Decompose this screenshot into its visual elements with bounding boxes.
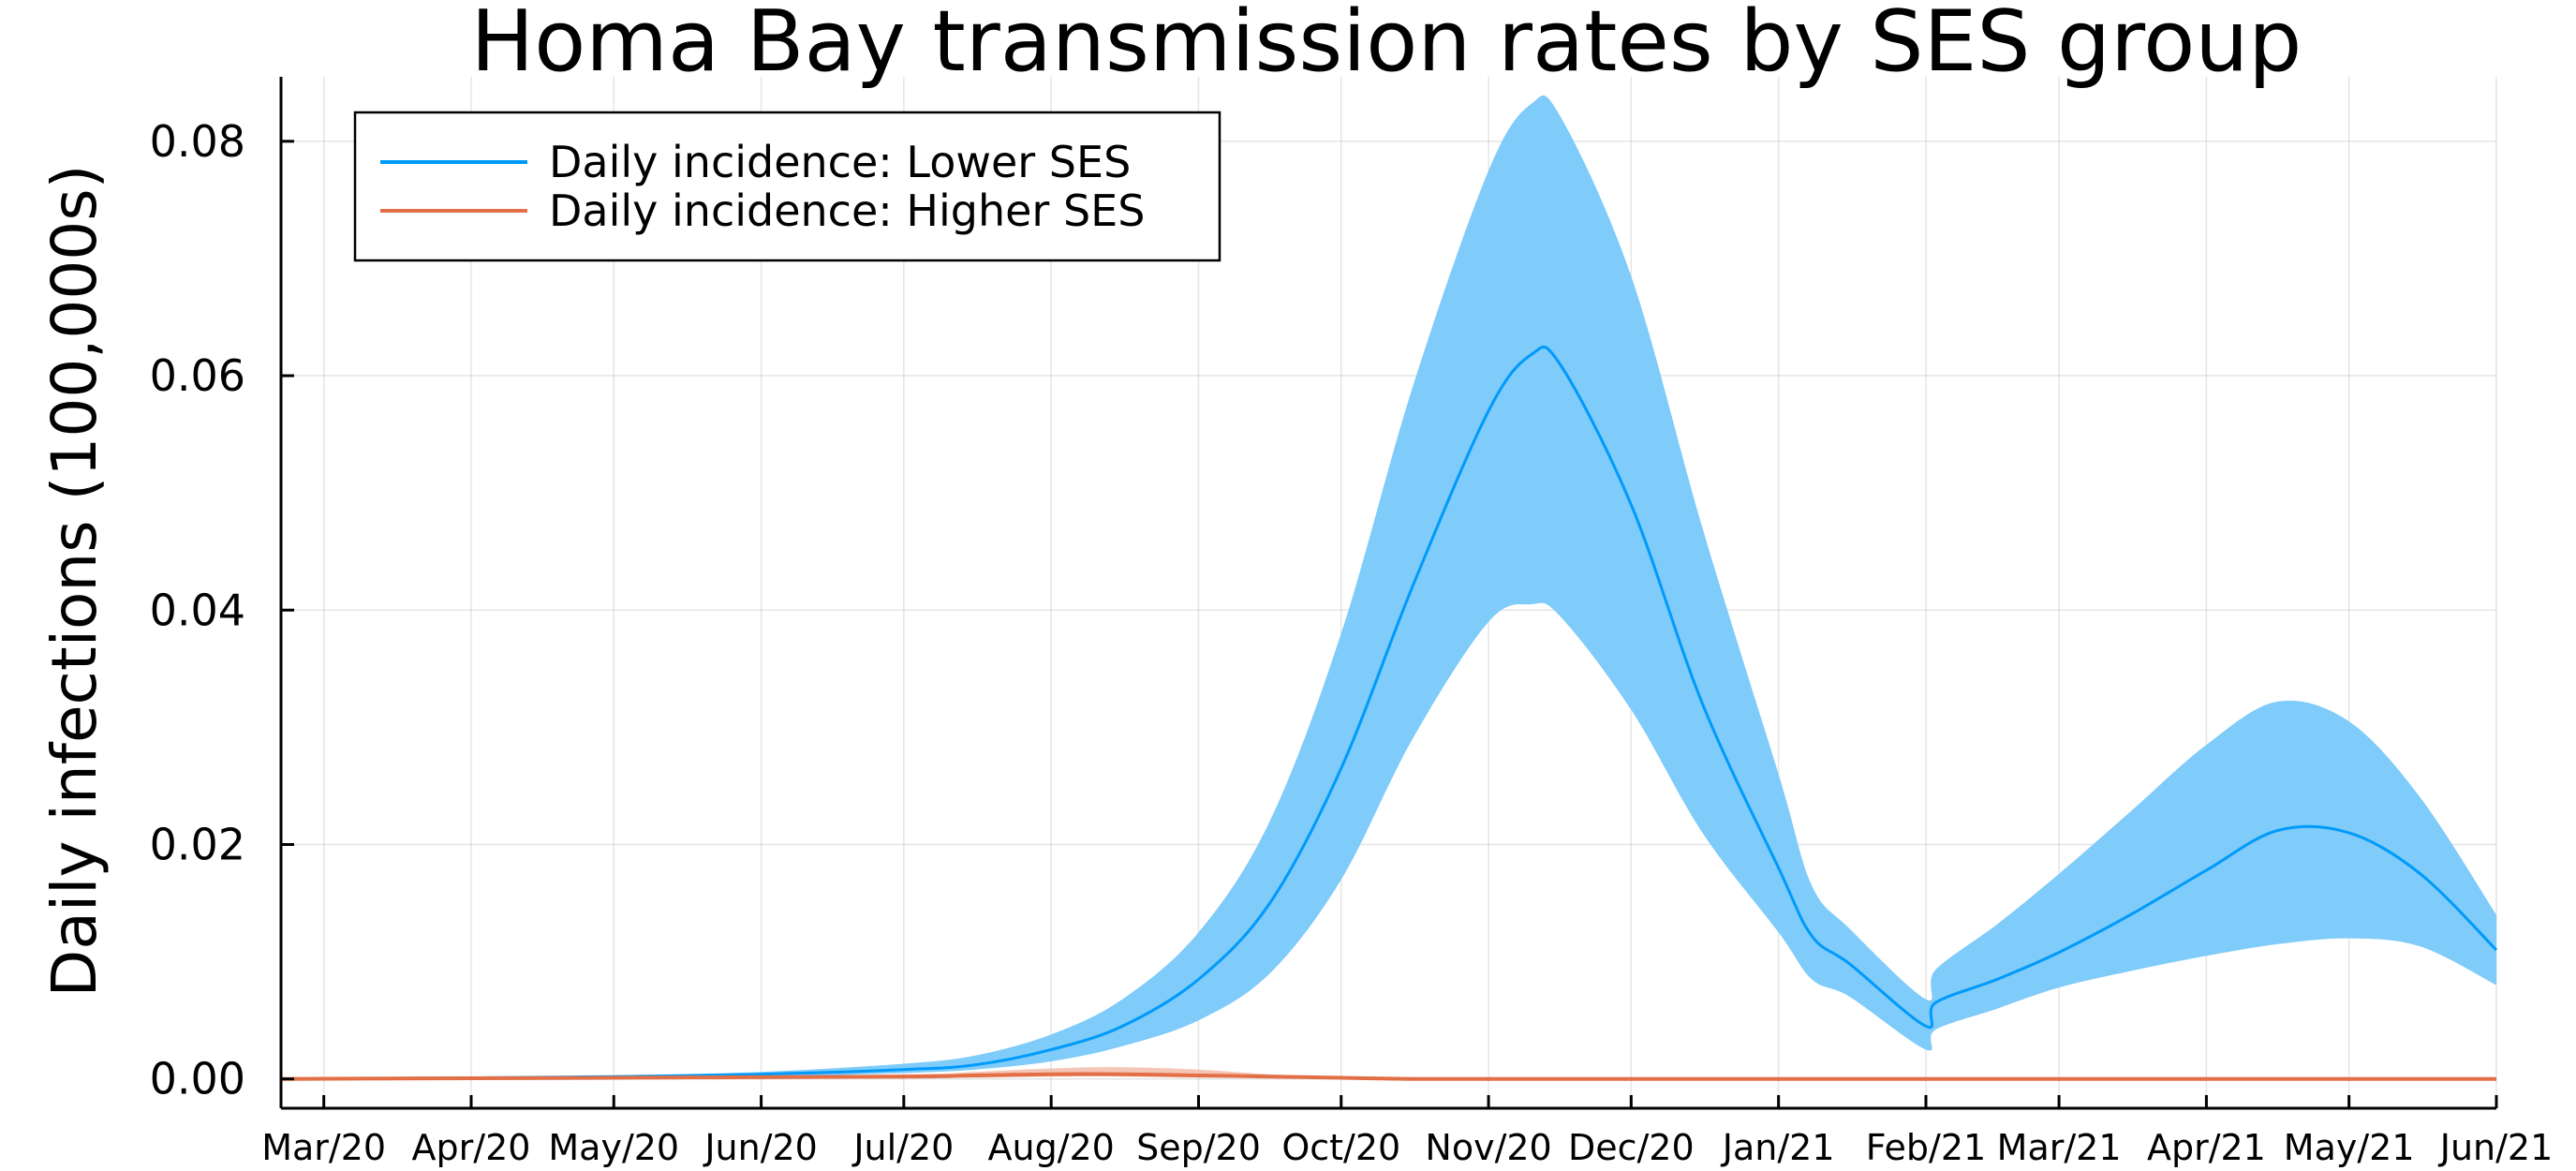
x-tick-label: Mar/20 bbox=[261, 1127, 386, 1168]
y-tick-label: 0.02 bbox=[150, 819, 245, 869]
band-lower-ses bbox=[281, 95, 2496, 1079]
legend: Daily incidence: Lower SES Daily inciden… bbox=[353, 111, 1221, 262]
legend-label-lower-ses: Daily incidence: Lower SES bbox=[549, 137, 1131, 187]
y-tick-label: 0.04 bbox=[150, 585, 245, 635]
x-tick-label: Jul/20 bbox=[851, 1127, 954, 1168]
x-tick-label: Sep/20 bbox=[1136, 1127, 1261, 1168]
x-tick-label: Oct/20 bbox=[1281, 1127, 1400, 1168]
chart-title: Homa Bay transmission rates by SES group bbox=[471, 0, 2302, 91]
axes bbox=[279, 77, 2496, 1110]
x-tick-label: May/20 bbox=[548, 1127, 679, 1168]
x-tick-label: Mar/21 bbox=[1997, 1127, 2122, 1168]
y-tick-label: 0.08 bbox=[150, 116, 245, 167]
series-lines bbox=[280, 345, 2498, 1081]
x-tick-label: Apr/21 bbox=[2147, 1127, 2266, 1168]
x-tick-label: Aug/20 bbox=[987, 1127, 1114, 1168]
x-tick-label: May/21 bbox=[2284, 1127, 2415, 1168]
x-tick-label: Nov/20 bbox=[1425, 1127, 1551, 1168]
y-tick-label: 0.00 bbox=[150, 1054, 245, 1104]
x-tick-label: Jan/21 bbox=[1721, 1127, 1835, 1168]
x-tick-label: Dec/20 bbox=[1568, 1127, 1695, 1168]
x-ticks: Mar/20 Apr/20 May/20 Jun/20 Jul/20 Aug/20 Sep/… bbox=[261, 1095, 2553, 1168]
x-tick-label: Apr/20 bbox=[412, 1127, 531, 1168]
legend-label-higher-ses: Daily incidence: Higher SES bbox=[549, 185, 1145, 236]
y-axis-label: Daily infections (100,000s) bbox=[38, 165, 111, 998]
x-tick-label: Jun/20 bbox=[703, 1127, 818, 1168]
line-lower-ses bbox=[280, 345, 2498, 1081]
y-ticks: 0.00 0.02 0.04 0.06 0.08 bbox=[150, 116, 294, 1104]
x-tick-label: Jun/21 bbox=[2438, 1127, 2554, 1168]
y-tick-label: 0.06 bbox=[150, 350, 245, 401]
legend-box bbox=[353, 111, 1221, 262]
line-higher-ses bbox=[280, 1072, 2496, 1081]
x-tick-label: Feb/21 bbox=[1866, 1127, 1986, 1168]
